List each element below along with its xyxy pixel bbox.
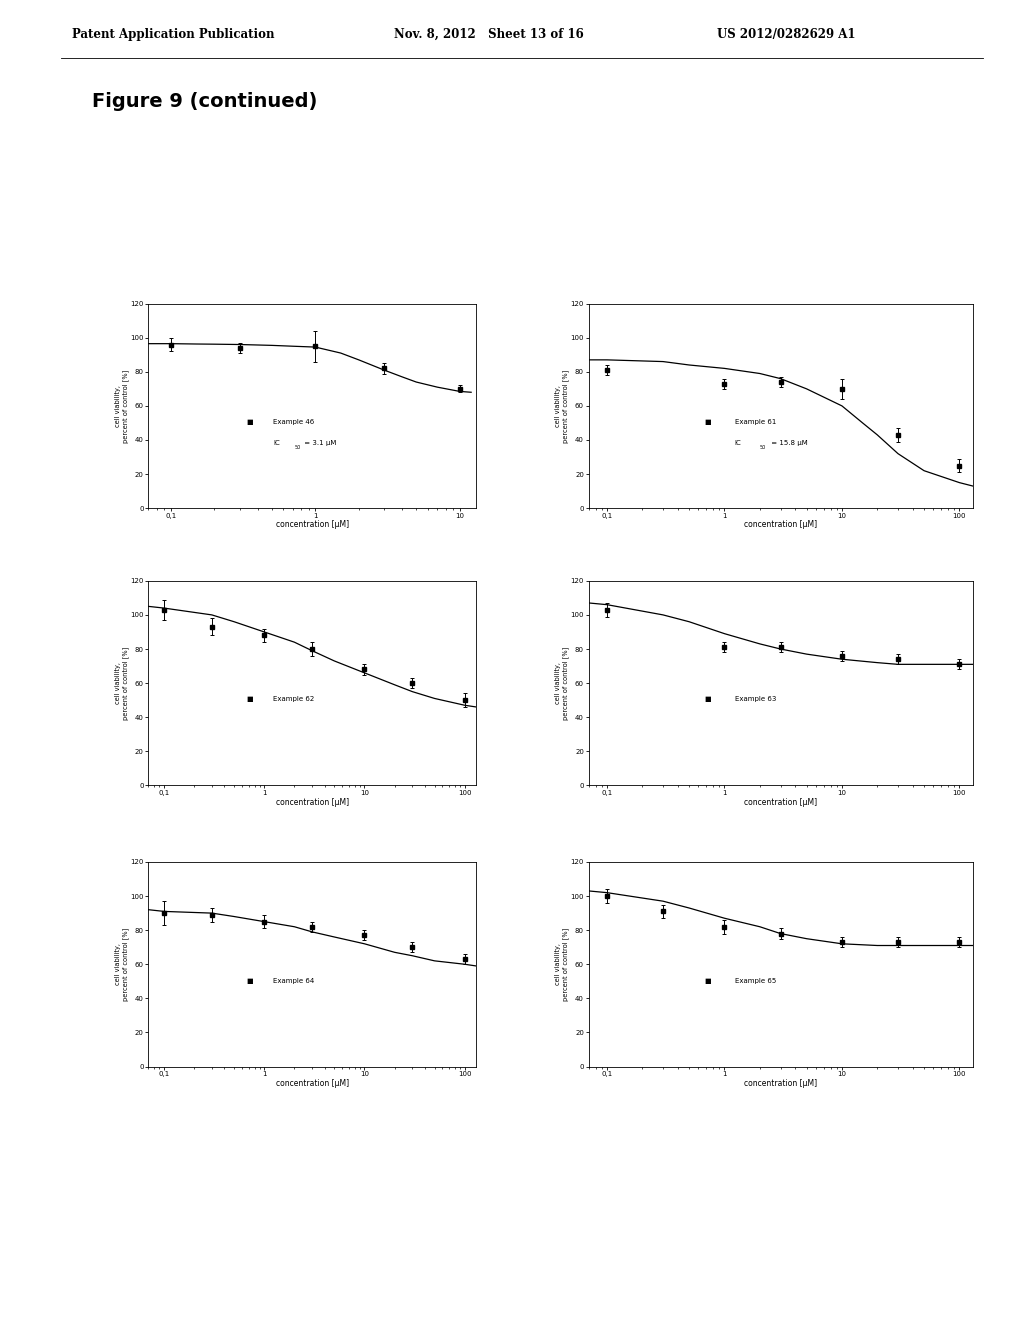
Text: Example 62: Example 62: [273, 697, 314, 702]
Text: ■: ■: [247, 420, 253, 425]
Y-axis label: cell viability,
percent of control [%]: cell viability, percent of control [%]: [115, 370, 129, 442]
X-axis label: concentration [μM]: concentration [μM]: [275, 520, 349, 529]
Text: Example 46: Example 46: [273, 420, 314, 425]
Text: Example 64: Example 64: [273, 978, 314, 983]
Text: ■: ■: [705, 697, 711, 702]
Text: 50: 50: [760, 445, 766, 450]
Text: Figure 9 (continued): Figure 9 (continued): [92, 92, 317, 111]
X-axis label: concentration [μM]: concentration [μM]: [744, 1078, 817, 1088]
X-axis label: concentration [μM]: concentration [μM]: [275, 1078, 349, 1088]
Y-axis label: cell viability,
percent of control [%]: cell viability, percent of control [%]: [115, 647, 129, 719]
Text: = 3.1 μM: = 3.1 μM: [302, 440, 337, 446]
Y-axis label: cell viability,
percent of control [%]: cell viability, percent of control [%]: [555, 928, 569, 1001]
Y-axis label: cell viability,
percent of control [%]: cell viability, percent of control [%]: [555, 370, 569, 442]
Text: ■: ■: [705, 978, 711, 983]
Text: Example 63: Example 63: [735, 697, 776, 702]
X-axis label: concentration [μM]: concentration [μM]: [744, 520, 817, 529]
X-axis label: concentration [μM]: concentration [μM]: [744, 797, 817, 807]
Text: ■: ■: [247, 697, 253, 702]
Text: = 15.8 μM: = 15.8 μM: [769, 440, 808, 446]
Y-axis label: cell viability,
percent of control [%]: cell viability, percent of control [%]: [115, 928, 129, 1001]
X-axis label: concentration [μM]: concentration [μM]: [275, 797, 349, 807]
Text: Example 65: Example 65: [735, 978, 776, 983]
Text: IC: IC: [273, 440, 280, 446]
Text: Patent Application Publication: Patent Application Publication: [72, 28, 274, 41]
Text: Nov. 8, 2012   Sheet 13 of 16: Nov. 8, 2012 Sheet 13 of 16: [394, 28, 584, 41]
Y-axis label: cell viability,
percent of control [%]: cell viability, percent of control [%]: [555, 647, 569, 719]
Text: IC: IC: [735, 440, 741, 446]
Text: 50: 50: [294, 445, 301, 450]
Text: Example 61: Example 61: [735, 420, 776, 425]
Text: ■: ■: [705, 420, 711, 425]
Text: ■: ■: [247, 978, 253, 983]
Text: US 2012/0282629 A1: US 2012/0282629 A1: [717, 28, 855, 41]
